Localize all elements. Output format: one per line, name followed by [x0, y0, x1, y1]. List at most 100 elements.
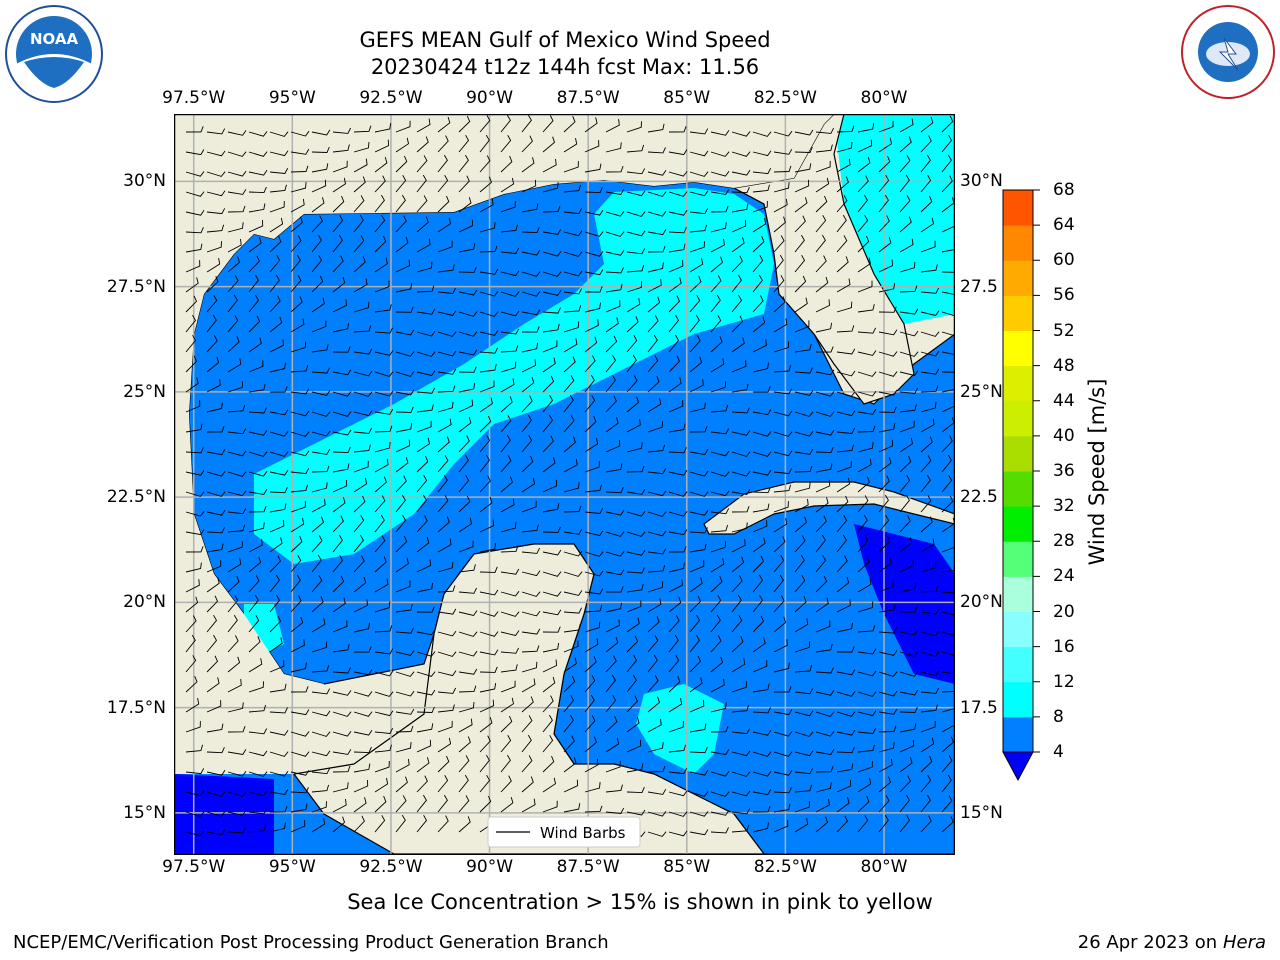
wind-barb [584, 675, 596, 693]
wind-barb [920, 704, 938, 713]
wind-barb [290, 235, 302, 253]
wind-barb [206, 769, 226, 776]
wind-barb [458, 718, 473, 733]
wind-barb [458, 816, 471, 833]
wind-barb [773, 235, 785, 253]
wind-barb [668, 511, 688, 517]
wind-barb [920, 538, 935, 553]
wind-barb [815, 497, 829, 513]
wind-barb [479, 311, 499, 317]
wind-barb [437, 755, 450, 773]
wind-barb [479, 434, 491, 453]
wind-barb [458, 416, 472, 433]
wind-barb [437, 516, 450, 533]
wind-barb [752, 167, 772, 175]
wind-barb [185, 511, 205, 517]
wind-barb [458, 289, 478, 296]
wind-barb [836, 391, 856, 397]
wind-barb [773, 803, 791, 813]
colorbar-segment [1003, 576, 1033, 612]
wind-barb [941, 774, 952, 793]
colorbar-tick-label: 24 [1053, 566, 1075, 587]
wind-barb [311, 448, 331, 455]
wind-barb [416, 238, 431, 253]
wind-barb [647, 565, 666, 573]
wind-barb [332, 643, 350, 653]
wind-barb [395, 494, 406, 513]
wind-barb [584, 551, 604, 557]
wind-barb [269, 822, 286, 833]
wind-barb [311, 146, 330, 153]
wind-barb [773, 616, 787, 633]
wind-barb [920, 350, 940, 357]
wind-barb [710, 130, 730, 136]
wind-barb [647, 742, 664, 753]
wind-barb [584, 638, 599, 653]
wind-barb [837, 646, 855, 653]
wind-barb [479, 155, 491, 173]
wind-barb [353, 779, 369, 793]
wind-barb [206, 426, 225, 433]
wind-barb [437, 195, 450, 213]
wind-barb [794, 411, 814, 417]
wind-barb [206, 241, 222, 253]
wind-barb [878, 457, 892, 473]
wind-barb [815, 620, 831, 633]
wind-barb [920, 368, 940, 375]
wind-barb [374, 727, 394, 734]
wind-barb [563, 694, 575, 713]
wind-barb [248, 594, 259, 613]
wind-barb [353, 214, 364, 233]
wind-barb [227, 358, 242, 373]
wind-barbs [185, 114, 961, 837]
wind-barb [227, 171, 247, 177]
wind-barb [710, 189, 730, 195]
wind-barb [227, 791, 247, 797]
wind-barb [794, 710, 814, 717]
wind-barb [521, 395, 533, 413]
wind-barb [899, 671, 919, 677]
wind-barb [332, 276, 346, 293]
wind-barb [647, 421, 663, 433]
wind-barb [458, 668, 478, 675]
wind-barb [941, 795, 953, 813]
wind-barb [605, 531, 625, 537]
wind-barb [290, 341, 307, 353]
wind-barb [374, 327, 394, 334]
sea-ice-caption: Sea Ice Concentration > 15% is shown in … [347, 890, 933, 914]
wind-barb [857, 194, 868, 213]
wind-barb [416, 775, 428, 793]
wind-barb [668, 768, 688, 775]
wind-barb [416, 494, 427, 513]
wind-barb [710, 256, 724, 273]
wind-barb [731, 728, 751, 735]
wind-barb [332, 160, 348, 173]
lon-label-bottom: 82.5°W [753, 857, 817, 877]
wind-barb [941, 175, 953, 193]
wind-barb [374, 535, 386, 553]
wind-barb [794, 163, 812, 173]
wind-barb [248, 407, 267, 414]
wind-barb [668, 171, 688, 177]
wind-barb [878, 282, 896, 293]
wind-barb [332, 690, 352, 696]
wind-barb [710, 238, 725, 253]
wind-barb [374, 123, 392, 133]
wind-barb [626, 354, 637, 373]
wind-barb [815, 276, 829, 293]
wind-barb [836, 235, 848, 253]
wind-barb [920, 516, 933, 533]
wind-barb [227, 558, 242, 573]
wind-barb [878, 758, 893, 773]
wind-barb [353, 325, 372, 333]
wind-barb [542, 136, 556, 153]
wind-barb [626, 489, 646, 495]
wind-barb [479, 198, 494, 213]
wind-barb [689, 190, 709, 197]
lon-label-bottom: 85°W [663, 857, 711, 877]
wind-barb [710, 810, 730, 816]
wind-barb [227, 656, 241, 673]
wind-barb [353, 176, 366, 193]
wind-barb [647, 598, 662, 613]
wind-barb [479, 330, 499, 336]
